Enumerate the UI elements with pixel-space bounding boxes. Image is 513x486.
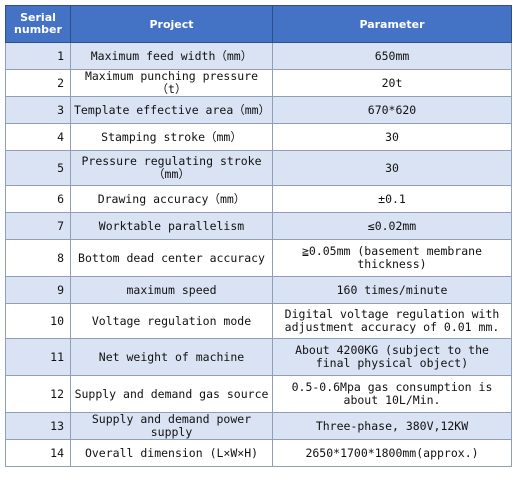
row-number: 13 — [5, 412, 71, 440]
row-parameter: 30 — [272, 123, 512, 151]
row-parameter: 160 times/minute — [272, 276, 512, 304]
row-parameter: ≤0.02mm — [272, 212, 512, 240]
row-project: Maximum punching pressure（t） — [70, 69, 273, 97]
row-number: 8 — [5, 239, 71, 277]
row-parameter: 670*620 — [272, 96, 512, 124]
row-number: 14 — [5, 439, 71, 467]
table-row: 12 Supply and demand gas source 0.5-0.6M… — [5, 375, 512, 413]
row-parameter: Three-phase, 380V,12KW — [272, 412, 512, 440]
row-parameter: ±0.1 — [272, 185, 512, 213]
row-number: 9 — [5, 276, 71, 304]
row-parameter: 20t — [272, 69, 512, 97]
table-row: 4 Stamping stroke（mm） 30 — [5, 123, 512, 151]
table-row: 14 Overall dimension (L×W×H) 2650*1700*1… — [5, 439, 512, 467]
row-project: Overall dimension (L×W×H) — [70, 439, 273, 467]
row-parameter: About 4200KG (subject to the final physi… — [272, 338, 512, 376]
serial-number-header: Serial number — [5, 5, 71, 43]
table-row: 9 maximum speed 160 times/minute — [5, 276, 512, 304]
row-number: 2 — [5, 69, 71, 97]
header-row: Serial number Project Parameter — [5, 5, 512, 43]
row-parameter: 0.5-0.6Mpa gas consumption is about 10L/… — [272, 375, 512, 413]
table-row: 8 Bottom dead center accuracy ≧0.05mm (b… — [5, 239, 512, 277]
row-number: 1 — [5, 42, 71, 70]
spec-table: Serial number Project Parameter 1 Maximu… — [5, 5, 512, 467]
parameter-header: Parameter — [272, 5, 512, 43]
row-project: Worktable parallelism — [70, 212, 273, 240]
row-number: 11 — [5, 338, 71, 376]
table-row: 6 Drawing accuracy（mm） ±0.1 — [5, 185, 512, 213]
row-parameter: 30 — [272, 150, 512, 186]
row-parameter: Digital voltage regulation with adjustme… — [272, 303, 512, 339]
row-project: Bottom dead center accuracy — [70, 239, 273, 277]
row-parameter: 2650*1700*1800mm(approx.) — [272, 439, 512, 467]
project-header: Project — [70, 5, 273, 43]
row-project: maximum speed — [70, 276, 273, 304]
row-parameter: 650mm — [272, 42, 512, 70]
row-project: Maximum feed width（mm） — [70, 42, 273, 70]
row-parameter: ≧0.05mm (basement membrane thickness) — [272, 239, 512, 277]
serial-header-line1: Serial — [20, 11, 56, 24]
table-row: 5 Pressure regulating stroke（mm） 30 — [5, 150, 512, 186]
row-project: Supply and demand power supply — [70, 412, 273, 440]
serial-header-line2: number — [14, 23, 62, 36]
row-project: Net weight of machine — [70, 338, 273, 376]
row-number: 7 — [5, 212, 71, 240]
row-project: Supply and demand gas source — [70, 375, 273, 413]
row-number: 5 — [5, 150, 71, 186]
table-row: 2 Maximum punching pressure（t） 20t — [5, 69, 512, 97]
table-row: 10 Voltage regulation mode Digital volta… — [5, 303, 512, 339]
table-row: 3 Template effective area（mm） 670*620 — [5, 96, 512, 124]
row-project: Voltage regulation mode — [70, 303, 273, 339]
row-project: Template effective area（mm） — [70, 96, 273, 124]
table-row: 7 Worktable parallelism ≤0.02mm — [5, 212, 512, 240]
row-number: 6 — [5, 185, 71, 213]
row-number: 3 — [5, 96, 71, 124]
row-project: Stamping stroke（mm） — [70, 123, 273, 151]
row-number: 4 — [5, 123, 71, 151]
row-number: 10 — [5, 303, 71, 339]
row-number: 12 — [5, 375, 71, 413]
table-row: 11 Net weight of machine About 4200KG (s… — [5, 338, 512, 376]
row-project: Pressure regulating stroke（mm） — [70, 150, 273, 186]
row-project: Drawing accuracy（mm） — [70, 185, 273, 213]
table-row: 13 Supply and demand power supply Three-… — [5, 412, 512, 440]
table-row: 1 Maximum feed width（mm） 650mm — [5, 42, 512, 70]
